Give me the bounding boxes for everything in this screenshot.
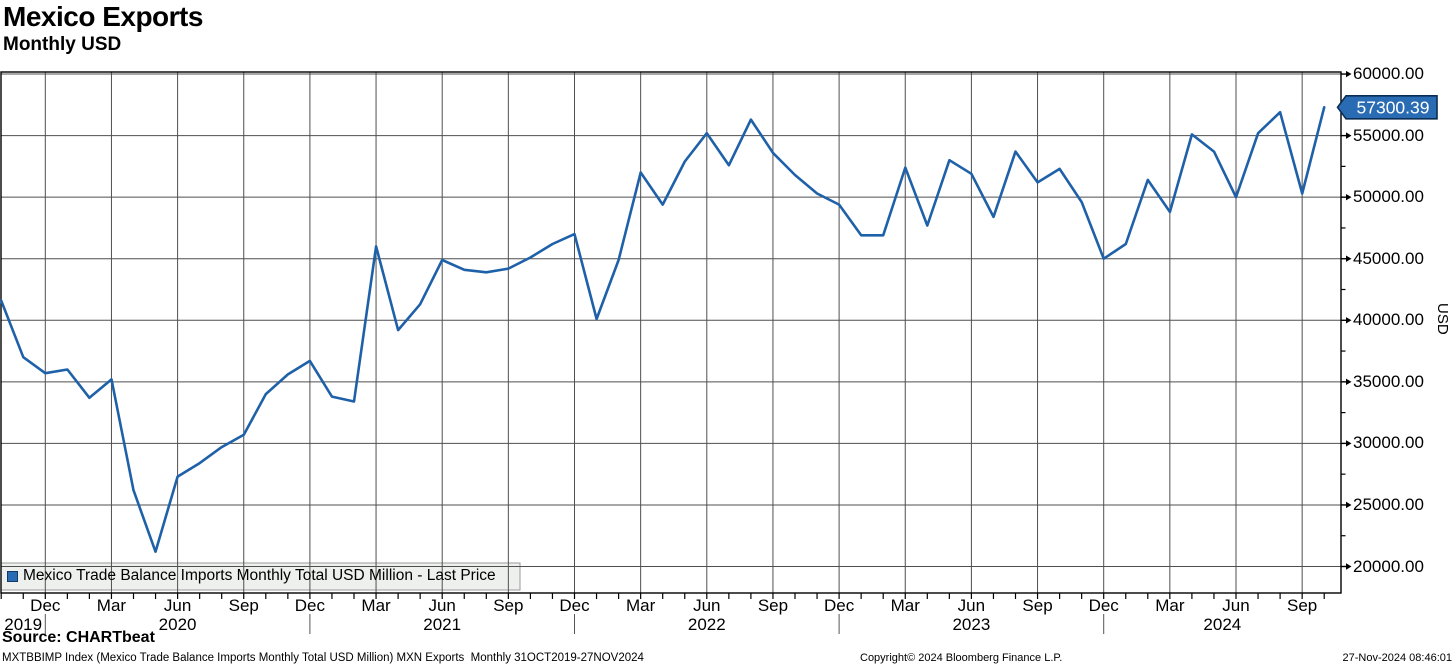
x-tick-label: Sep: [493, 596, 524, 615]
y-tick-label: 50000.00: [1353, 187, 1424, 207]
x-tick-label: Mar: [626, 596, 656, 615]
y-tick-label: 60000.00: [1353, 64, 1424, 84]
x-tick-label: Mar: [361, 596, 391, 615]
y-tick-arrow: [1346, 70, 1352, 78]
x-tick-label: Dec: [1088, 596, 1119, 615]
legend: Mexico Trade Balance Imports Monthly Tot…: [7, 567, 496, 585]
ticker-description-text: MXTBBIMP Index (Mexico Trade Balance Imp…: [2, 652, 644, 664]
y-tick-label: 30000.00: [1353, 433, 1424, 453]
y-tick-arrow: [1346, 132, 1352, 139]
x-tick-label: Mar: [96, 596, 127, 615]
y-tick-label: 35000.00: [1353, 371, 1424, 391]
legend-series-swatch: [7, 570, 18, 582]
last-price-badge-label: 57300.39: [1357, 97, 1430, 117]
last-price-badge: [1336, 94, 1438, 120]
x-tick-label: Mar: [1155, 596, 1185, 615]
source-text: Source: CHARTbeat: [2, 629, 155, 646]
x-year-label: 2022: [687, 615, 726, 634]
x-tick-label: Sep: [1287, 596, 1318, 615]
x-tick-label: Dec: [30, 596, 61, 615]
x-tick-label: Jun: [693, 596, 721, 615]
x-tick-label: Mar: [890, 596, 920, 615]
plot-frame: [0, 71, 1342, 594]
y-tick-arrow: [1346, 501, 1352, 509]
y-tick-arrow: [1346, 255, 1352, 262]
x-tick-label: Dec: [823, 596, 855, 615]
timestamp-text: 27-Nov-2024 08:46:01: [1342, 652, 1452, 664]
x-tick-label: Jun: [1222, 596, 1250, 615]
y-tick-label: 25000.00: [1353, 494, 1424, 514]
legend-box: [0, 562, 521, 591]
x-tick-label: Jun: [957, 596, 986, 615]
y-tick-arrow: [1346, 193, 1352, 201]
y-axis-title: USD: [1434, 303, 1451, 335]
x-year-label: 2019: [4, 615, 43, 634]
y-tick-arrow: [1346, 563, 1352, 570]
x-tick-label: Sep: [1022, 596, 1053, 615]
page-subtitle: Monthly USD: [3, 34, 122, 55]
x-year-label: 2021: [423, 615, 462, 634]
y-tick-arrow: [1346, 378, 1352, 386]
copyright-text: Copyright© 2024 Bloomberg Finance L.P.: [860, 652, 1063, 664]
y-tick-label: 45000.00: [1353, 248, 1424, 268]
page-title: Mexico Exports: [3, 1, 203, 32]
x-year-label: 2020: [158, 615, 197, 634]
x-tick-label: Jun: [428, 596, 456, 615]
legend-series-label: Mexico Trade Balance Imports Monthly Tot…: [23, 567, 496, 584]
x-year-label: 2023: [952, 615, 991, 634]
y-tick-label: 55000.00: [1353, 125, 1424, 145]
y-tick-arrow: [1346, 317, 1352, 324]
y-tick-arrow: [1346, 440, 1352, 447]
x-tick-label: Jun: [163, 596, 192, 615]
x-tick-label: Sep: [228, 596, 259, 615]
x-tick-label: Dec: [294, 596, 325, 615]
series-line: [0, 106, 1326, 554]
x-tick-label: Sep: [757, 596, 789, 615]
x-year-label: 2024: [1203, 615, 1242, 634]
y-tick-label: 40000.00: [1353, 310, 1424, 330]
x-tick-label: Dec: [559, 596, 590, 615]
y-tick-label: 20000.00: [1353, 556, 1424, 576]
